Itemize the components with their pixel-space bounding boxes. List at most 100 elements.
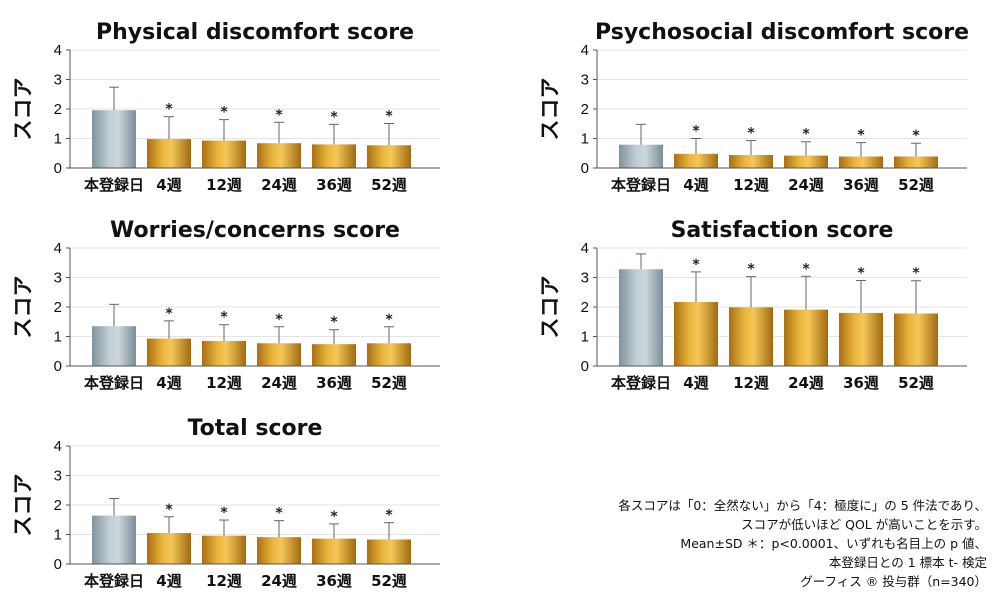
chart-5-significance-marker: * [330,509,338,525]
chart-2-y-axis-label: スコア [538,78,562,141]
chart-3-category-label: 52週 [371,374,407,392]
chart-3-y-tick-label: 4 [54,240,62,257]
chart-2-title: Psychosocial discomfort score [595,20,969,45]
chart-4-category-label: 4週 [683,374,708,392]
chart-4-category-label: 24週 [788,374,824,392]
chart-1-bar [92,110,136,168]
chart-1-y-tick-label: 3 [54,72,62,89]
chart-3-y-axis-label: スコア [11,276,35,339]
chart-5-bar [92,515,136,564]
chart-4-category-label: 本登録日 [611,374,671,392]
chart-2-bar [674,153,718,168]
chart-5-category-label: 52週 [371,572,407,590]
chart-1-y-axis-label: スコア [11,78,35,141]
chart-2-significance-marker: * [857,128,865,144]
chart-2-y-tick-label: 3 [581,72,589,89]
chart-2-y-tick-label: 2 [581,101,589,118]
chart-4-category-label: 12週 [733,374,769,392]
chart-3-y-tick-label: 0 [54,358,62,375]
chart-4-significance-marker: * [692,257,700,273]
chart-2-category-label: 本登録日 [611,176,671,194]
chart-4-bar [784,309,828,366]
chart-5-significance-marker: * [165,502,173,518]
chart-2-bar [619,144,663,168]
chart-2-significance-marker: * [692,124,700,140]
chart-2-bar [839,156,883,168]
chart-3-y-tick-label: 1 [54,329,62,346]
chart-2-bar [729,155,773,168]
chart-2-y-tick-label: 4 [581,42,589,59]
chart-1-bar [312,144,356,168]
chart-4-y-tick-label: 4 [581,240,589,257]
chart-5-y-axis-label: スコア [11,474,35,537]
chart-5-category-label: 4週 [156,572,181,590]
chart-3-category-label: 36週 [316,374,352,392]
chart-1-bar [147,139,191,168]
footnote-line-4: 本登録日との 1 標本 t- 検定 [828,555,987,570]
chart-1-category-label: 24週 [261,176,297,194]
chart-1-bar [202,140,246,168]
chart-5-category-label: 12週 [206,572,242,590]
chart-5-y-tick-label: 2 [54,497,62,514]
chart-1-y-tick-label: 1 [54,131,62,148]
chart-1-category-label: 4週 [156,176,181,194]
chart-4-bar [839,312,883,366]
chart-3-significance-marker: * [165,306,173,322]
chart-3-bar [312,344,356,366]
chart-3-category-label: 本登録日 [84,374,144,392]
chart-1-category-label: 本登録日 [84,176,144,194]
footnote-line-1: 各スコアは「0：全然ない」から「4：極度に」の 5 件法であり、 [618,498,987,513]
chart-5-bar [312,538,356,564]
chart-4-y-tick-label: 1 [581,329,589,346]
chart-4-y-tick-label: 2 [581,299,589,316]
chart-5-y-tick-label: 4 [54,438,62,455]
chart-3-bar [147,338,191,366]
chart-2-significance-marker: * [912,128,920,144]
chart-4-title: Satisfaction score [671,218,894,243]
chart-1-y-tick-label: 2 [54,101,62,118]
chart-2-category-label: 4週 [683,176,708,194]
chart-3-bar [202,340,246,366]
chart-5-bar [202,535,246,564]
chart-5-bar [257,537,301,564]
chart-1-significance-marker: * [385,108,393,124]
chart-1-significance-marker: * [220,105,228,121]
chart-4-bar [894,313,938,366]
chart-5-bar [147,533,191,564]
chart-4-bar [729,307,773,366]
footnote-line-5: グーフィス ® 投与群（n=340） [800,574,987,589]
chart-2-bar [894,156,938,168]
chart-5-category-label: 36週 [316,572,352,590]
chart-4-bar [619,269,663,366]
chart-2-significance-marker: * [802,127,810,143]
footnote: 各スコアは「0：全然ない」から「4：極度に」の 5 件法であり、 スコアが低いほ… [618,496,987,591]
chart-2-category-label: 36週 [843,176,879,194]
chart-4-significance-marker: * [912,266,920,282]
chart-4-category-label: 52週 [898,374,934,392]
chart-3-category-label: 12週 [206,374,242,392]
chart-1-category-label: 12週 [206,176,242,194]
chart-1-significance-marker: * [165,102,173,118]
chart-4-significance-marker: * [747,262,755,278]
chart-3-title: Worries/concerns score [110,218,400,243]
chart-3-bar [257,343,301,366]
chart-5-significance-marker: * [275,506,283,522]
chart-3-y-tick-label: 3 [54,270,62,287]
chart-5-y-tick-label: 0 [54,556,62,573]
chart-1-y-tick-label: 4 [54,42,62,59]
chart-5-significance-marker: * [220,505,228,521]
chart-3-significance-marker: * [385,312,393,328]
chart-2-y-tick-label: 0 [581,160,589,177]
chart-1-category-label: 52週 [371,176,407,194]
chart-5-bar [367,539,411,564]
chart-5-category-label: 24週 [261,572,297,590]
chart-1-y-tick-label: 0 [54,160,62,177]
chart-5-title: Total score [188,416,323,441]
chart-3-significance-marker: * [220,310,228,326]
chart-3-category-label: 24週 [261,374,297,392]
chart-4-category-label: 36週 [843,374,879,392]
chart-5-y-tick-label: 3 [54,468,62,485]
chart-4-y-tick-label: 3 [581,270,589,287]
chart-3-bar [367,343,411,366]
